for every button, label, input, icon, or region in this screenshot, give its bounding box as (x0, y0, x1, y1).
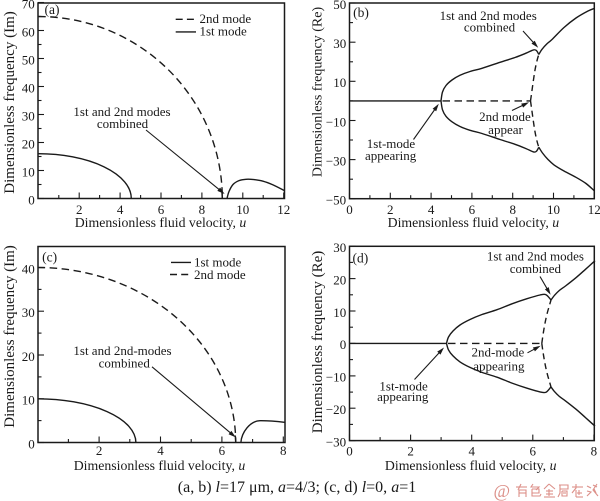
svg-text:Dimensionless fluid velocity,: Dimensionless fluid velocity, u (388, 215, 560, 230)
svg-text:Dimensionless fluid velocity,: Dimensionless fluid velocity, u (75, 215, 247, 230)
svg-text:4: 4 (468, 444, 475, 459)
svg-text:appearing: appearing (365, 148, 417, 163)
svg-text:4: 4 (157, 443, 164, 458)
svg-text:8: 8 (280, 443, 287, 458)
svg-text:combined: combined (464, 19, 516, 34)
svg-text:combined: combined (510, 261, 562, 276)
svg-text:2nd mode: 2nd mode (479, 109, 531, 124)
svg-text:6: 6 (158, 202, 165, 217)
svg-text:0: 0 (340, 337, 347, 352)
svg-text:6: 6 (469, 202, 476, 217)
svg-text:(a): (a) (45, 2, 60, 17)
svg-text:−30: −30 (326, 434, 346, 449)
svg-text:Dimensionless fluid velocity,: Dimensionless fluid velocity, u (385, 458, 557, 473)
svg-text:10: 10 (333, 75, 346, 90)
svg-text:2nd-mode: 2nd-mode (472, 344, 525, 359)
svg-text:0: 0 (346, 202, 353, 217)
svg-text:20: 20 (333, 272, 346, 287)
svg-text:20: 20 (22, 136, 35, 151)
svg-text:8: 8 (591, 444, 598, 459)
svg-text:appearing: appearing (377, 389, 429, 404)
svg-text:Dimensionless frequency (Re): Dimensionless frequency (Re) (310, 251, 326, 433)
svg-text:1st mode: 1st mode (200, 23, 248, 38)
svg-text:1st and 2nd modes: 1st and 2nd modes (440, 8, 537, 23)
svg-text:1st and 2nd modes: 1st and 2nd modes (73, 104, 170, 119)
svg-text:2: 2 (387, 202, 394, 217)
svg-text:(c): (c) (42, 249, 57, 264)
svg-text:60: 60 (22, 24, 35, 39)
svg-text:30: 30 (22, 305, 35, 320)
svg-text:30: 30 (333, 240, 346, 255)
svg-text:0: 0 (28, 436, 35, 451)
svg-text:Dimensionless frequency (Im): Dimensionless frequency (Im) (2, 245, 18, 427)
svg-text:0: 0 (346, 444, 353, 459)
svg-text:10: 10 (22, 164, 35, 179)
svg-text:−50: −50 (326, 193, 346, 208)
svg-text:10: 10 (22, 393, 35, 408)
svg-text:1st-mode: 1st-mode (379, 378, 428, 393)
svg-text:Dimensionless frequency (Im): Dimensionless frequency (Im) (2, 11, 18, 193)
svg-text:appearing: appearing (473, 358, 525, 373)
svg-text:combined: combined (99, 355, 151, 370)
svg-text:1st mode: 1st mode (194, 255, 242, 270)
svg-text:4: 4 (117, 202, 124, 217)
svg-text:6: 6 (219, 443, 226, 458)
svg-text:10: 10 (236, 202, 249, 217)
svg-text:combined: combined (97, 116, 149, 131)
svg-text:Dimensionless fluid velocity,: Dimensionless fluid velocity, u (74, 458, 246, 473)
svg-text:2: 2 (407, 444, 414, 459)
svg-text:Dimensionless frequency (Re): Dimensionless frequency (Re) (311, 7, 326, 178)
svg-text:−30: −30 (326, 153, 346, 168)
svg-text:1st and 2nd modes: 1st and 2nd modes (487, 249, 584, 264)
svg-text:12: 12 (277, 202, 290, 217)
svg-text:4: 4 (428, 202, 435, 217)
svg-text:2nd mode: 2nd mode (200, 11, 252, 26)
svg-text:40: 40 (22, 80, 35, 95)
svg-text:2: 2 (96, 443, 103, 458)
svg-text:0: 0 (28, 192, 35, 207)
svg-text:(b): (b) (353, 5, 369, 20)
svg-text:30: 30 (22, 108, 35, 123)
svg-text:−10: −10 (326, 114, 346, 129)
svg-text:1st-mode: 1st-mode (367, 136, 416, 151)
svg-text:8: 8 (509, 202, 516, 217)
svg-text:(d): (d) (353, 250, 369, 265)
svg-text:30: 30 (333, 36, 346, 51)
svg-text:40: 40 (22, 261, 35, 276)
svg-text:50: 50 (333, 0, 346, 12)
svg-text:2: 2 (76, 202, 83, 217)
svg-text:10: 10 (333, 305, 346, 320)
svg-text:8: 8 (199, 202, 206, 217)
svg-text:@: @ (494, 481, 511, 501)
svg-text:50: 50 (22, 52, 35, 67)
svg-text:appear: appear (488, 122, 523, 137)
svg-text:6: 6 (530, 444, 537, 459)
svg-text:12: 12 (588, 202, 600, 217)
svg-text:−10: −10 (326, 370, 346, 385)
svg-text:20: 20 (22, 349, 35, 364)
svg-text:−20: −20 (326, 402, 346, 417)
svg-text:1st and 2nd-modes: 1st and 2nd-modes (73, 343, 171, 358)
svg-text:70: 70 (22, 0, 35, 11)
svg-text:10: 10 (547, 202, 560, 217)
svg-text:2nd mode: 2nd mode (194, 267, 246, 282)
svg-text:(a, b) l=17 μm, a=4/3; (c, d): (a, b) l=17 μm, a=4/3; (c, d) l=0, a=1 (178, 479, 416, 496)
